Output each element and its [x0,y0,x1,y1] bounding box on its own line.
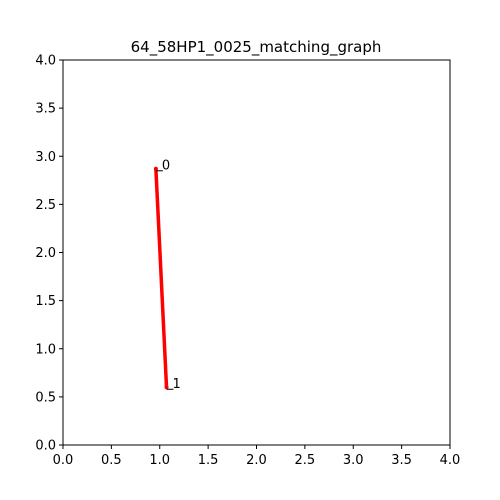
y-tick-label: 0.0 [35,439,56,454]
x-tick-label: 3.5 [391,453,412,468]
x-tick-label: 3.0 [343,453,364,468]
x-tick-label: 2.0 [246,453,267,468]
y-tick-label: 4.0 [35,54,56,69]
data-point [153,166,158,171]
x-tick-label: 1.5 [198,453,219,468]
data-point [164,385,169,390]
y-tick-label: 3.5 [35,102,56,117]
x-tick-label: 0.0 [53,453,74,468]
y-tick-label: 1.0 [35,342,56,357]
x-axis: 0.0 0.5 1.0 1.5 2.0 2.5 3.0 3.5 4.0 [53,445,461,468]
x-tick-label: 2.5 [295,453,316,468]
chart-title: 64_58HP1_0025_matching_graph [131,38,382,57]
y-tick-label: 1.5 [35,294,56,309]
y-axis: 0.0 0.5 1.0 1.5 2.0 2.5 3.0 3.5 4.0 [35,54,63,454]
x-tick-label: 0.5 [101,453,122,468]
series-line [154,168,169,388]
series-layer: 01 [153,158,181,392]
x-tick-label: 1.0 [149,453,170,468]
y-tick-label: 3.0 [35,150,56,165]
y-tick-label: 0.5 [35,390,56,405]
point-label: 1 [173,377,181,392]
point-label: 0 [162,158,170,173]
y-tick-label: 2.0 [35,246,56,261]
plot-area-frame [62,59,451,446]
y-tick-label: 2.5 [35,198,56,213]
x-tick-label: 4.0 [440,453,461,468]
